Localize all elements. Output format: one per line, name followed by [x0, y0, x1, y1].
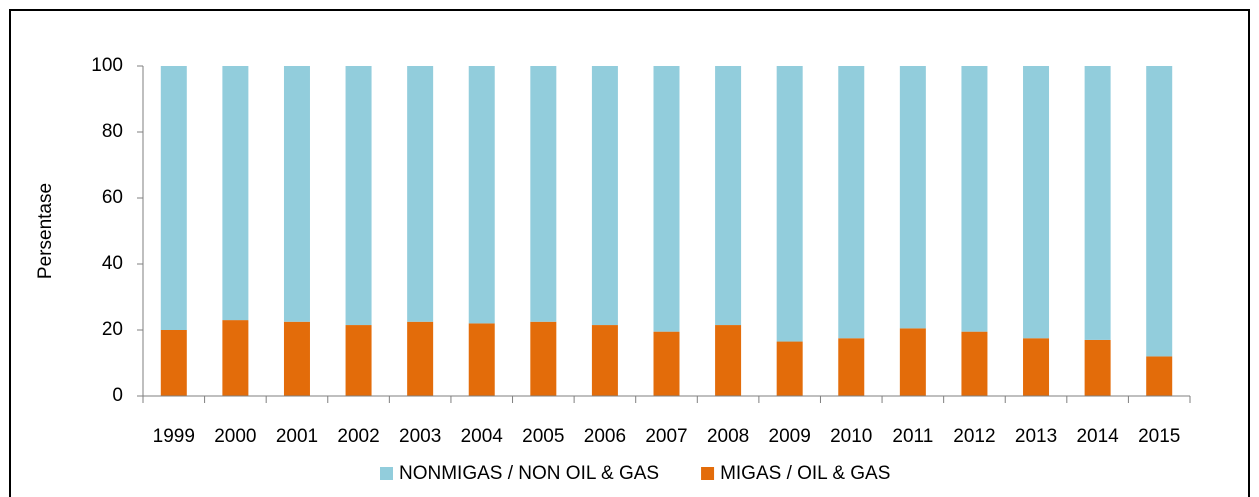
- bar-segment: [591, 66, 618, 326]
- bar-segment: [345, 325, 372, 396]
- y-axis-label: Persentase: [35, 183, 56, 279]
- bar-segment: [715, 66, 742, 326]
- y-tick-label: 0: [112, 385, 123, 406]
- bar-segment: [283, 66, 310, 322]
- x-tick-label: 2013: [1015, 426, 1057, 447]
- bar-segment: [1146, 66, 1173, 357]
- x-tick-label: 2001: [276, 426, 318, 447]
- x-tick-label: 2011: [892, 426, 933, 447]
- bar-segment: [407, 321, 434, 396]
- bar-segment: [715, 325, 742, 396]
- bar-segment: [591, 325, 618, 396]
- bar-segment: [468, 66, 495, 324]
- x-tick-label: 2000: [214, 426, 256, 447]
- y-tick-label: 100: [91, 55, 123, 76]
- bar-segment: [1084, 66, 1111, 340]
- bar-segment: [653, 66, 680, 332]
- bar-segment: [530, 66, 557, 322]
- bar-segment: [468, 323, 495, 396]
- legend-label: NONMIGAS / NON OIL & GAS: [399, 463, 659, 484]
- y-tick-label: 20: [102, 319, 123, 340]
- x-tick-label: 2009: [769, 426, 811, 447]
- x-tick-label: 2012: [953, 426, 995, 447]
- x-tick-label: 2008: [707, 426, 749, 447]
- bar-segment: [838, 338, 865, 396]
- bar-segment: [222, 66, 249, 321]
- legend-swatch: [701, 467, 715, 480]
- bar-segment: [222, 320, 249, 396]
- bar-segment: [838, 66, 865, 339]
- bar-segment: [961, 331, 988, 396]
- x-tick-label: 2010: [830, 426, 872, 447]
- x-tick-label: 2007: [645, 426, 687, 447]
- bar-segment: [899, 66, 926, 329]
- bar-segment: [899, 328, 926, 396]
- bar-segment: [776, 341, 803, 396]
- bar-segment: [160, 66, 187, 330]
- bar-segment: [776, 66, 803, 342]
- x-tick-label: 1999: [153, 426, 195, 447]
- y-tick-label: 60: [102, 187, 123, 208]
- bar-segment: [1023, 338, 1050, 396]
- bar-segment: [1146, 356, 1173, 396]
- bar-segment: [1084, 339, 1111, 396]
- x-tick-label: 2014: [1076, 426, 1119, 447]
- y-tick-label: 80: [102, 121, 123, 142]
- bar-segment: [961, 66, 988, 332]
- bar-segment: [1023, 66, 1050, 339]
- x-tick-label: 2003: [399, 426, 441, 447]
- x-tick-label: 2006: [584, 426, 626, 447]
- y-tick-label: 40: [102, 253, 123, 274]
- bar-segment: [653, 331, 680, 396]
- bar-segment: [345, 66, 372, 326]
- bar-segment: [283, 321, 310, 396]
- bar-segment: [407, 66, 434, 322]
- x-tick-label: 2015: [1138, 426, 1180, 447]
- legend-swatch: [380, 467, 393, 480]
- x-tick-label: 2002: [337, 426, 379, 447]
- bar-segment: [160, 330, 187, 396]
- x-tick-label: 2004: [461, 426, 504, 447]
- x-tick-label: 2005: [522, 426, 564, 447]
- frame: [9, 9, 1250, 497]
- legend-label: MIGAS / OIL & GAS: [720, 463, 890, 484]
- bar-segment: [530, 321, 557, 396]
